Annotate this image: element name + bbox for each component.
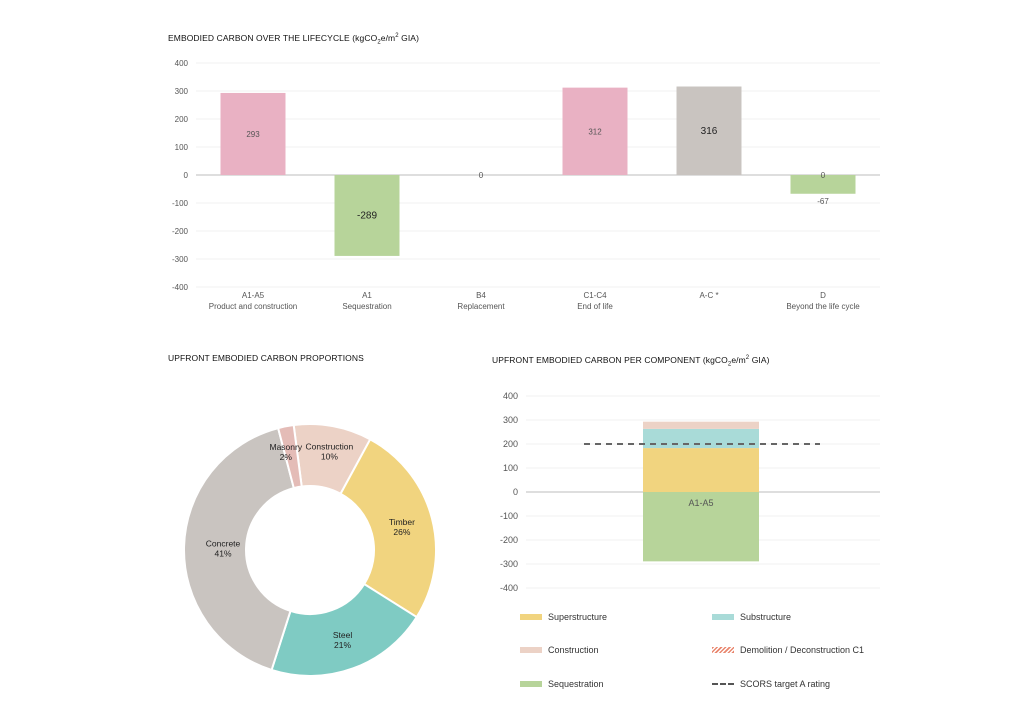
y-tick-label: 0 — [184, 171, 189, 180]
legend-swatch-demolition — [712, 647, 734, 653]
x-tick-code: A1-A5 — [242, 291, 265, 300]
y-tick-label: 100 — [503, 463, 518, 473]
x-tick-code: D — [820, 291, 826, 300]
bar-category-label: A1-A5 — [688, 498, 713, 508]
y-tick-label: -100 — [172, 199, 189, 208]
data-label: -289 — [357, 210, 377, 221]
donut-slice-masonry — [276, 423, 303, 490]
stack-segment-sequestration — [643, 492, 759, 562]
bar-a1-a5 — [220, 92, 286, 175]
data-label: 293 — [246, 130, 260, 139]
y-tick-label: 400 — [175, 59, 189, 68]
legend-swatch-substructure — [712, 614, 734, 620]
legend-label: Demolition / Deconstruction C1 — [740, 645, 865, 655]
slice-percent: 41% — [215, 549, 232, 559]
proportions-chart-title: UPFRONT EMBODIED CARBON PROPORTIONS — [168, 353, 364, 363]
component-stacked-bar-chart: 400 300 200 100 0 -100 -200 -300 -400 A1-A5 — [500, 391, 880, 593]
legend-swatch-construction — [520, 647, 542, 653]
legend-item-superstructure: Superstructure — [520, 612, 607, 622]
data-label: 312 — [588, 127, 602, 136]
donut-slice-concrete — [183, 426, 296, 672]
y-tick-label: -300 — [172, 255, 189, 264]
data-label: 0 — [479, 171, 484, 180]
y-tick-label: 200 — [503, 439, 518, 449]
slice-label: Steel — [333, 630, 352, 640]
slice-percent: 26% — [393, 527, 410, 537]
slice-percent: 10% — [321, 452, 338, 462]
y-tick-label: 200 — [175, 115, 189, 124]
data-label: -67 — [817, 197, 829, 206]
legend-swatch-sequestration — [520, 681, 542, 687]
component-chart-title: UPFRONT EMBODIED CARBON PER COMPONENT (k… — [492, 355, 770, 368]
bar-c1-c4 — [562, 87, 628, 175]
legend-label: Substructure — [740, 612, 792, 622]
y-tick-label: 300 — [503, 415, 518, 425]
x-tick-label: Sequestration — [342, 302, 391, 311]
y-tick-label: -200 — [500, 535, 518, 545]
x-tick-label: Product and construction — [209, 302, 298, 311]
legend-label: SCORS target A rating — [740, 679, 831, 689]
bar-a-c- — [676, 86, 742, 175]
x-tick-label: End of life — [577, 302, 613, 311]
y-tick-label: 100 — [175, 143, 189, 152]
bar-d — [790, 175, 856, 194]
stack-segment-substructure — [643, 428, 759, 449]
legend-label: Sequestration — [548, 679, 604, 689]
legend-item-construction: Construction — [520, 645, 599, 655]
x-tick-code: A-C * — [699, 291, 718, 300]
y-tick-label: 0 — [513, 487, 518, 497]
donut-slice-timber — [339, 437, 437, 619]
y-tick-label: 400 — [503, 391, 518, 401]
legend-swatch-superstructure — [520, 614, 542, 620]
data-label: 316 — [701, 126, 718, 137]
legend-label: Superstructure — [548, 612, 608, 622]
donut-slice-steel — [270, 582, 419, 677]
y-tick-label: 300 — [175, 87, 189, 96]
bar-a1 — [334, 175, 400, 256]
lifecycle-chart-title: EMBODIED CARBON OVER THE LIFECYCLE (kgCO… — [168, 33, 420, 46]
lifecycle-bar-chart: 400 300 200 100 0 -100 -200 -300 -400 293 A1-A5 Pro… — [172, 59, 880, 311]
slice-label: Timber — [389, 517, 415, 527]
x-tick-code: B4 — [476, 291, 486, 300]
legend-item-sequestration: Sequestration — [520, 679, 604, 689]
y-tick-label: -400 — [500, 583, 518, 593]
y-tick-label: -300 — [500, 559, 518, 569]
legend-item-scors-target: SCORS target A rating — [712, 679, 830, 689]
slice-label: Construction — [306, 442, 354, 452]
slice-percent: 2% — [280, 452, 293, 462]
legend-item-substructure: Substructure — [712, 612, 791, 622]
slice-percent: 21% — [334, 640, 351, 650]
y-tick-label: -200 — [172, 227, 189, 236]
stack-segment-construction — [643, 421, 759, 429]
slice-label: Concrete — [206, 539, 241, 549]
component-chart-legend: Superstructure Substructure Construction… — [520, 608, 880, 698]
legend-label: Construction — [548, 645, 599, 655]
legend-item-demolition: Demolition / Deconstruction C1 — [712, 645, 864, 655]
stack-segment-superstructure — [643, 448, 759, 492]
x-tick-code: C1-C4 — [583, 291, 607, 300]
slice-label: Masonry — [269, 442, 302, 452]
x-tick-label: Replacement — [457, 302, 505, 311]
data-label-zero: 0 — [821, 171, 826, 180]
x-tick-code: A1 — [362, 291, 372, 300]
x-tick-label: Beyond the life cycle — [786, 302, 860, 311]
y-tick-label: -100 — [500, 511, 518, 521]
legend-swatch-scors-target — [712, 683, 734, 685]
y-tick-label: -400 — [172, 283, 189, 292]
